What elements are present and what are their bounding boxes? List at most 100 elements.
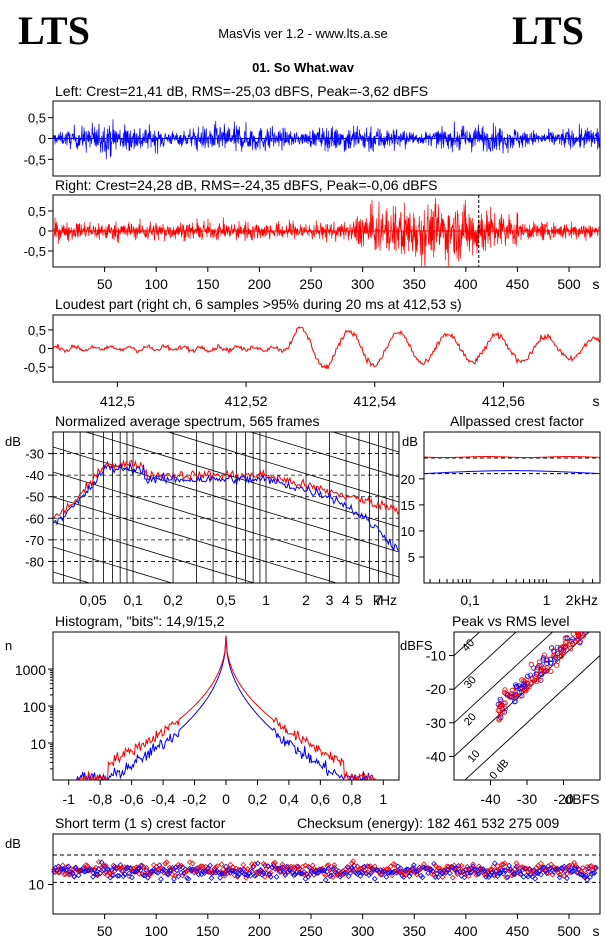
loudest-waveform [52, 326, 601, 370]
peak-rms-point [497, 696, 503, 702]
x-tick-label: -0,2 [182, 791, 206, 807]
crest-point [432, 862, 439, 869]
crest-point [429, 868, 436, 875]
y-axis-label: dBFS [400, 638, 433, 653]
crest-point [487, 866, 494, 873]
plot-frame [423, 431, 601, 584]
crest-point [210, 870, 216, 876]
crest-point [457, 868, 463, 875]
x-tick-label: 0,6 [311, 791, 331, 807]
lts-logo-right: LTS [512, 8, 584, 53]
peak-rms-point [575, 632, 581, 635]
crest-point [490, 871, 497, 878]
peak-rms-point [562, 639, 569, 645]
x-tick-label: 1 [262, 592, 270, 608]
x-tick-label: 500 [557, 923, 581, 939]
y-tick-label: 20 [401, 472, 415, 487]
crest-point [133, 868, 140, 875]
crest-point [132, 869, 138, 875]
y-axis-label: dB [5, 836, 21, 851]
peak-rms-point [561, 649, 567, 656]
peak-rms-point [523, 680, 529, 687]
y-tick-label: -40 [426, 748, 446, 764]
crest-point [270, 862, 277, 869]
x-tick-label: 0,8 [342, 791, 362, 807]
x-unit-label: kHz [373, 592, 397, 608]
checksum: Checksum (energy): 182 461 532 275 009 [297, 815, 559, 831]
x-tick-label: 2 [302, 592, 310, 608]
crest-point [504, 874, 511, 881]
crest-point [587, 874, 593, 880]
slope-line [53, 546, 174, 583]
crest-point [497, 865, 504, 872]
crest-point [322, 872, 329, 879]
crest-point [205, 865, 212, 871]
y-tick-label: -0,5 [24, 360, 46, 375]
crest-point [236, 871, 242, 878]
peak-rms-point [548, 645, 555, 651]
crest-point [171, 876, 177, 882]
crest-point [491, 860, 498, 867]
crest-point [510, 870, 517, 877]
crest-point [199, 863, 206, 870]
x-tick-label: -0,8 [88, 791, 112, 807]
y-tick-label: -40 [25, 468, 44, 483]
x-tick-label: 350 [403, 923, 427, 939]
crest-point [130, 868, 137, 875]
y-tick-label: 15 [401, 498, 415, 513]
crest-point [461, 874, 468, 881]
peak-rms-point [496, 716, 502, 722]
x-tick-label: 200 [248, 276, 272, 292]
crest-point [435, 865, 442, 872]
peak-rms-point [541, 652, 548, 658]
x-tick-label: 0,4 [279, 791, 299, 807]
crest-point [549, 871, 556, 878]
peak-rms-point [577, 621, 581, 625]
crest-point [155, 869, 161, 876]
crest-point [252, 861, 258, 867]
crest-point [444, 866, 450, 873]
slope-line [166, 432, 399, 503]
histogram-left [76, 635, 376, 782]
plot-frame [52, 631, 400, 781]
crest-point [471, 867, 478, 874]
crest-point [406, 873, 413, 880]
crest-point [208, 875, 215, 882]
crest-point [165, 870, 172, 877]
crest-point [379, 871, 385, 878]
slope-line [53, 672, 399, 777]
x-tick-label: 400 [454, 276, 478, 292]
crest-point [65, 863, 72, 870]
crest-point [410, 862, 417, 869]
crest-point [282, 872, 289, 878]
crest-point [584, 877, 591, 883]
crest-point [241, 867, 248, 873]
crest-point [452, 865, 459, 872]
crest-point [169, 871, 176, 878]
crest-point [389, 872, 396, 879]
x-tick-label: 200 [248, 923, 272, 939]
chart-title: Normalized average spectrum, 565 frames [55, 413, 320, 429]
crest-point [327, 873, 333, 880]
chart-title: Short term (1 s) crest factor [55, 815, 226, 831]
crest-point [545, 870, 552, 877]
crest-point [591, 864, 598, 871]
y-tick-label: 0 [39, 132, 46, 147]
crest-point [341, 870, 348, 876]
peak-rms-point [531, 665, 537, 671]
y-tick-label: -0,5 [24, 244, 46, 259]
y-tick-label: 10 [30, 736, 46, 752]
crest-point [347, 870, 354, 876]
crest-point [409, 865, 416, 872]
peak-rms-point [517, 686, 524, 692]
peak-rms-point [577, 625, 581, 629]
x-tick-label: 3 [326, 592, 334, 608]
crest-point [470, 863, 476, 870]
crest-point [127, 864, 134, 871]
peak-rms-point [523, 677, 529, 683]
crest-point [156, 862, 163, 869]
crest-point [254, 860, 261, 867]
crest-point [173, 867, 180, 874]
x-tick-label: 250 [299, 276, 323, 292]
